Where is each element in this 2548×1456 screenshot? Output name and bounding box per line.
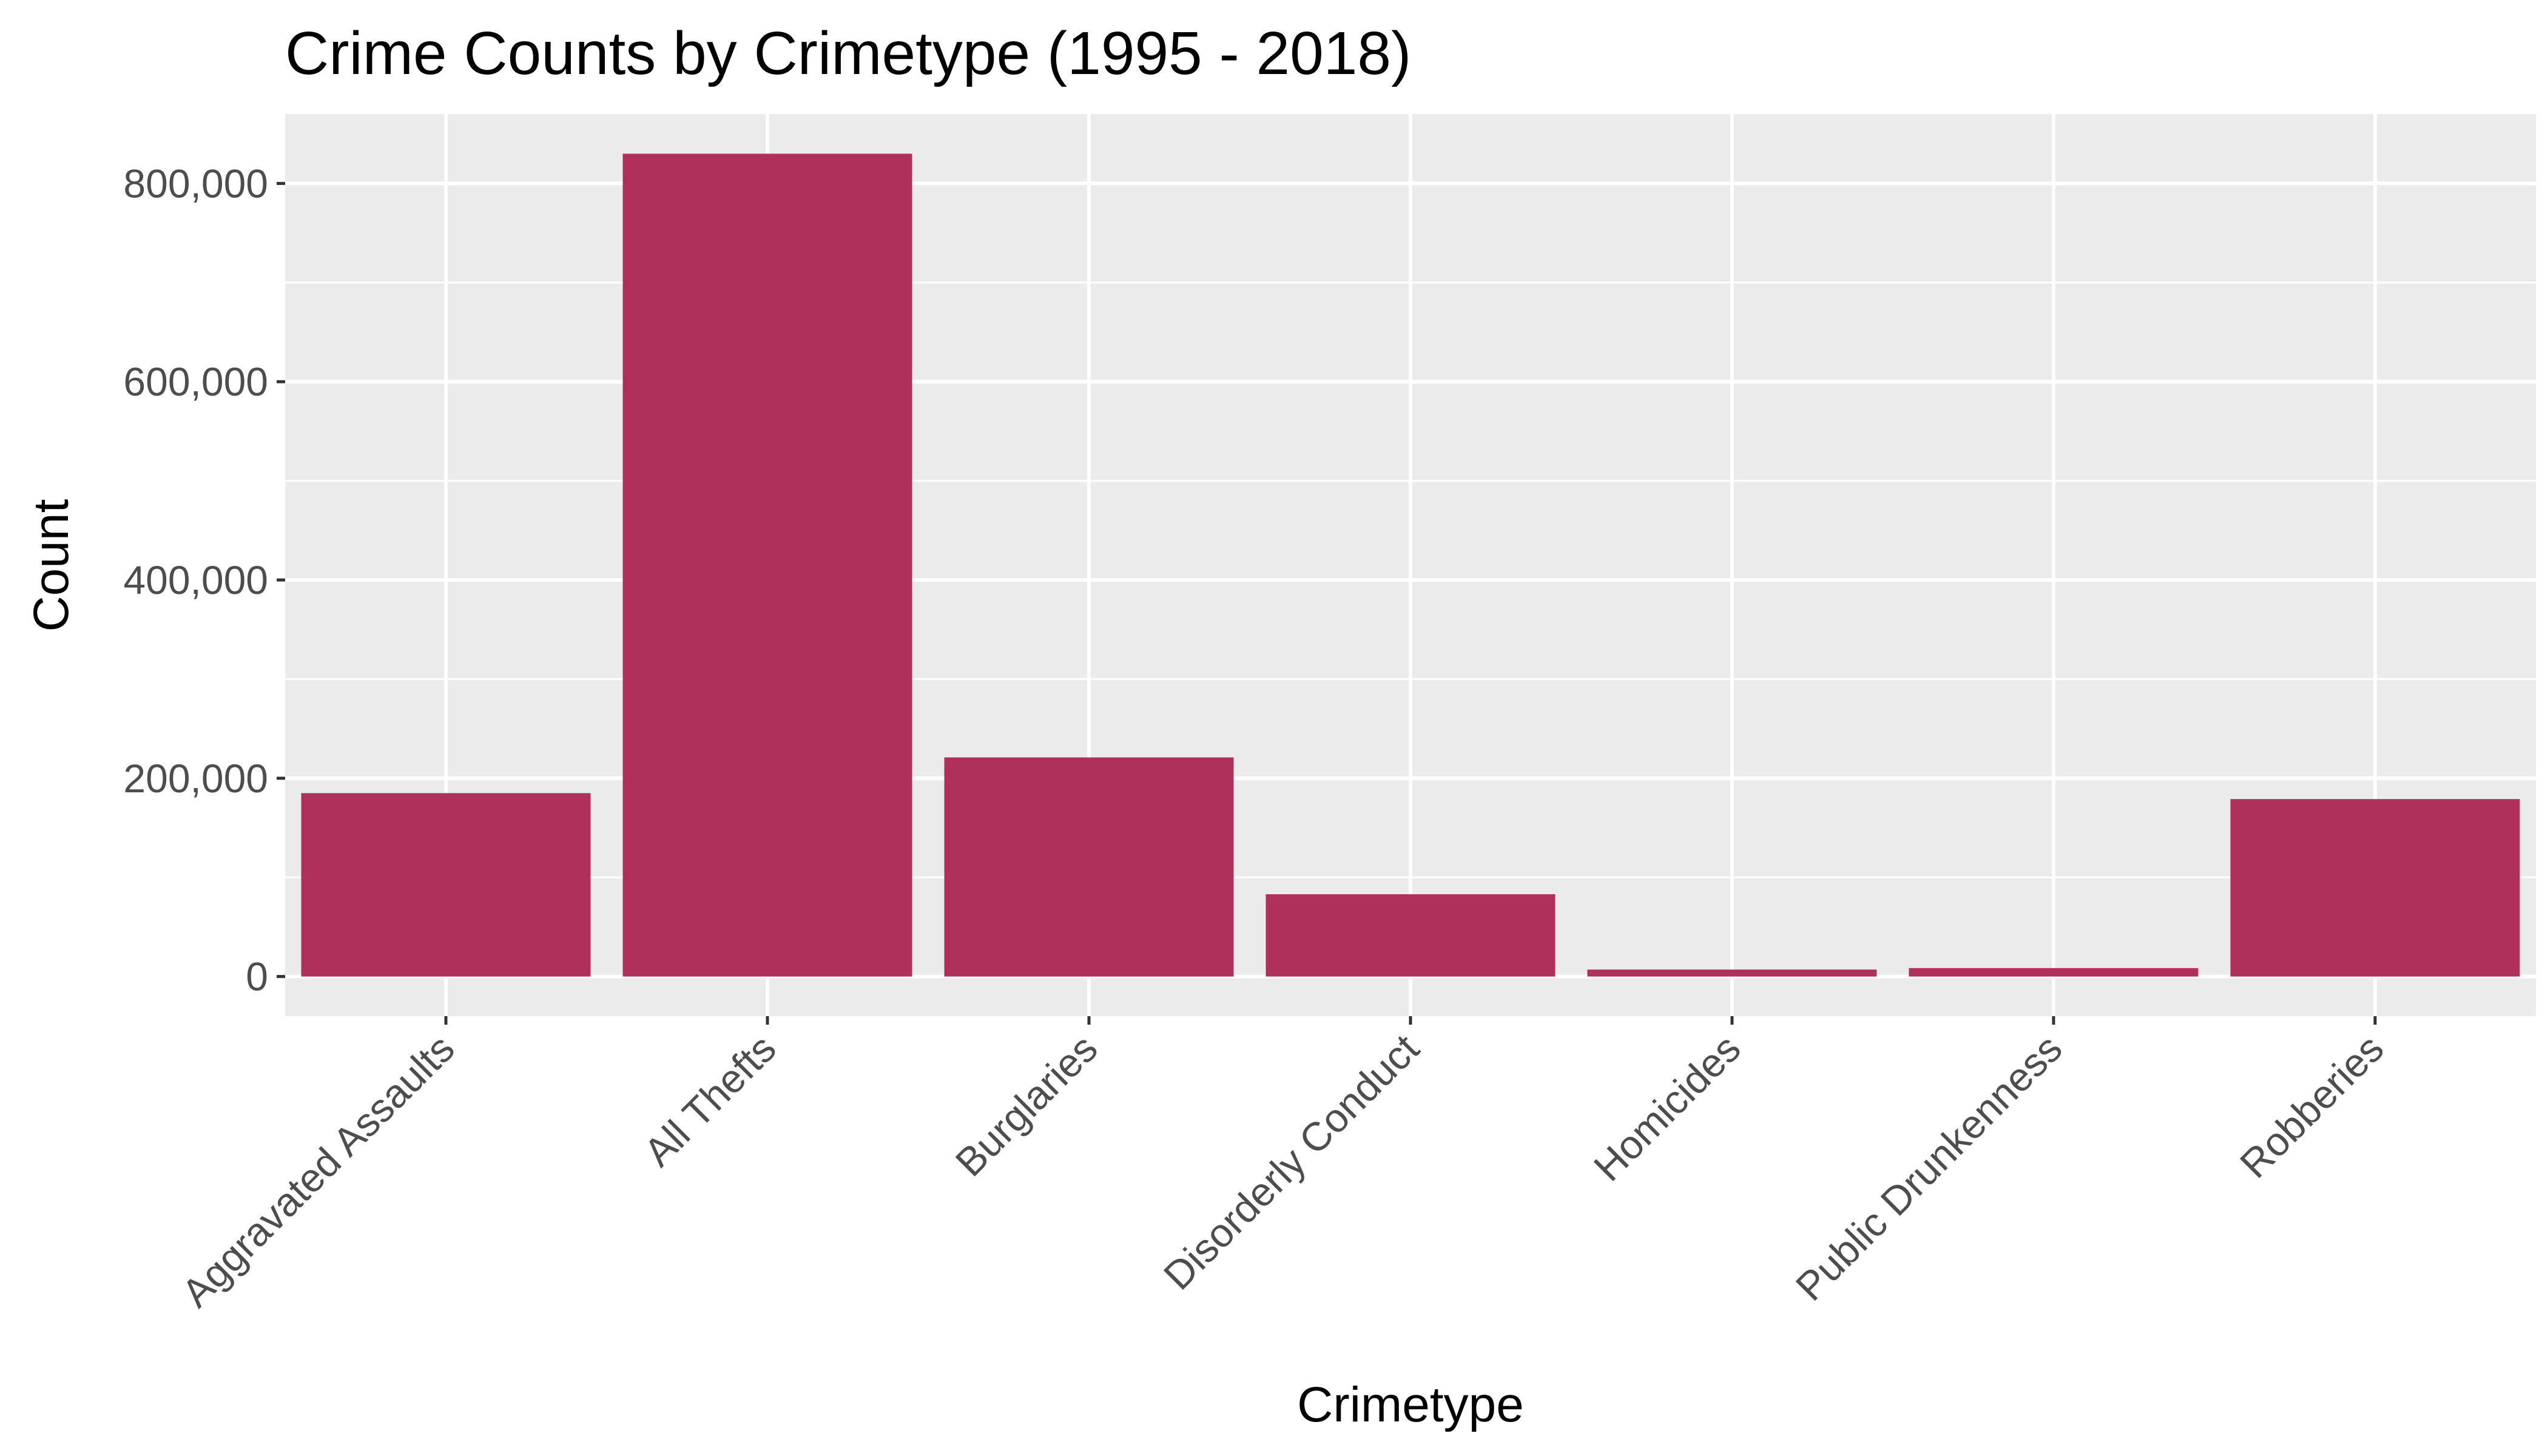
y-tick-label: 400,000 bbox=[123, 558, 268, 602]
x-tick-label: All Thefts bbox=[635, 1026, 784, 1175]
x-tick-label: Burglaries bbox=[946, 1026, 1105, 1185]
bar bbox=[1266, 894, 1555, 977]
bars bbox=[301, 153, 2520, 977]
y-tick-label: 0 bbox=[246, 954, 268, 999]
y-tick-label: 800,000 bbox=[123, 161, 268, 206]
x-tick-label: Disorderly Conduct bbox=[1155, 1026, 1427, 1298]
y-axis: 0 200,000 400,000 600,000 800,000 bbox=[123, 161, 285, 999]
bar bbox=[1587, 969, 1877, 977]
y-tick-label: 600,000 bbox=[123, 359, 268, 404]
y-axis-title: Count bbox=[24, 499, 79, 632]
bar bbox=[301, 793, 591, 977]
x-axis: Aggravated Assaults All Thefts Burglaries D… bbox=[173, 1016, 2392, 1315]
y-tick-label: 200,000 bbox=[123, 756, 268, 801]
bar bbox=[1909, 968, 2199, 977]
bar bbox=[944, 757, 1234, 977]
x-tick-label: Public Drunkenness bbox=[1787, 1026, 2071, 1309]
bar bbox=[622, 153, 912, 977]
x-tick-label: Aggravated Assaults bbox=[173, 1026, 463, 1316]
x-axis-title: Crimetype bbox=[1297, 1377, 1524, 1432]
bar bbox=[2230, 799, 2520, 977]
x-tick-label: Homicides bbox=[1585, 1026, 1749, 1190]
chart-title: Crime Counts by Crimetype (1995 - 2018) bbox=[285, 19, 1411, 87]
x-tick-label: Robberies bbox=[2231, 1026, 2392, 1187]
